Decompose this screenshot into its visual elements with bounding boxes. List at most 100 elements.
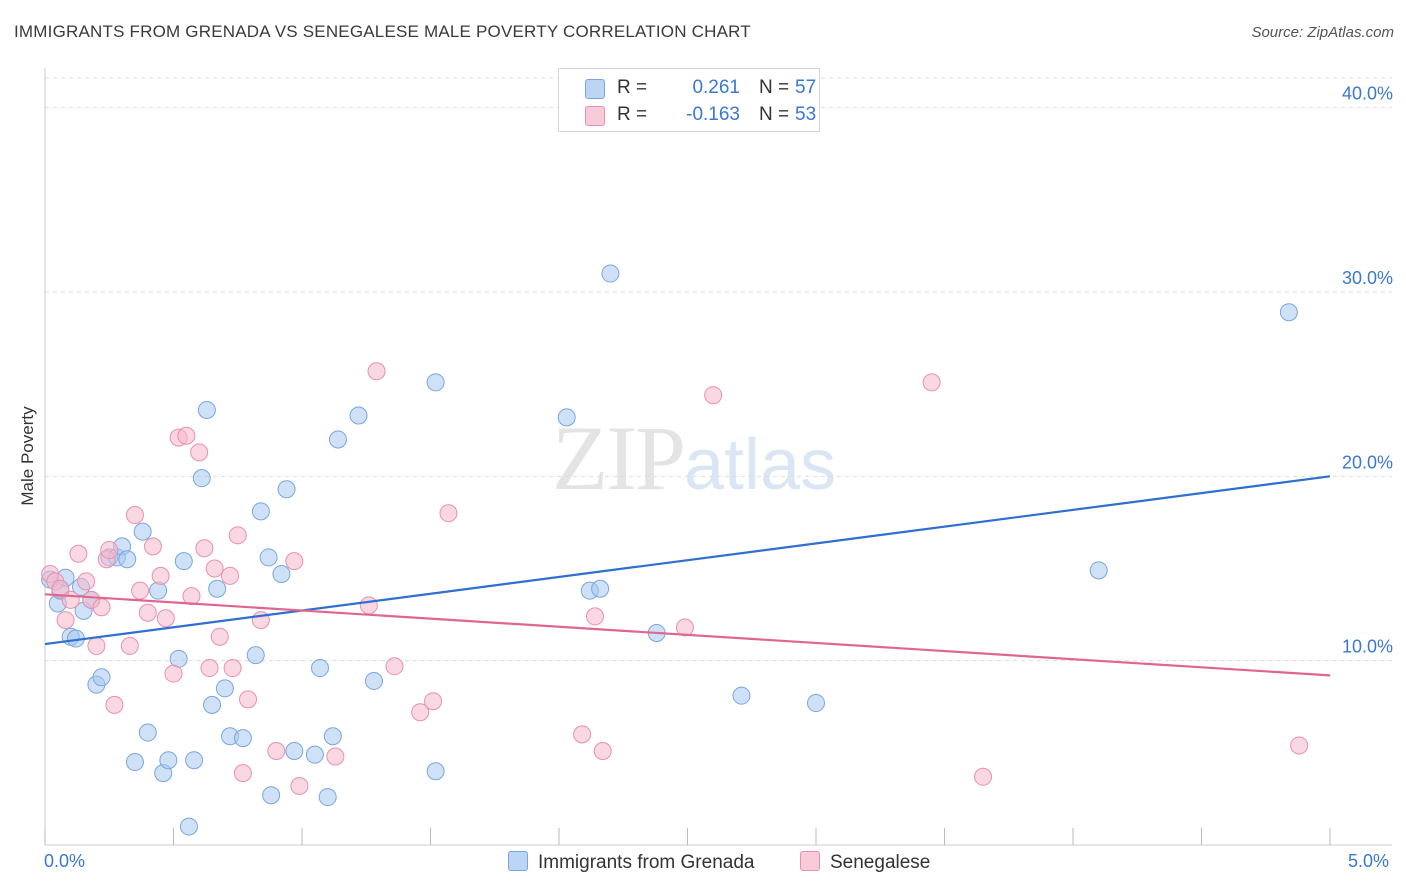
grenada-point — [197, 400, 216, 419]
grenada-point — [203, 695, 222, 714]
grenada-point — [159, 751, 178, 770]
senegalese-point — [138, 603, 157, 622]
senegalese-point — [326, 747, 345, 766]
senegalese-point — [164, 664, 183, 683]
senegalese-point — [87, 636, 106, 655]
grenada-point — [328, 430, 347, 449]
senegalese-point — [974, 767, 993, 786]
senegalese-point — [210, 627, 229, 646]
x-tick-label-min: 0.0% — [44, 851, 86, 871]
senegalese-point — [593, 741, 612, 760]
source-label: Source: ZipAtlas.com — [1251, 24, 1394, 41]
grenada-point — [174, 552, 193, 571]
correlation-legend: R = 0.261 N = 57 R = -0.163 N = 53 — [558, 68, 820, 132]
legend-item-senegalese: Senegalese — [800, 851, 930, 874]
senegalese-point — [359, 596, 378, 615]
grenada-legend-label: Immigrants from Grenada — [538, 852, 755, 873]
senegalese-point — [125, 506, 144, 525]
senegalese-point — [190, 443, 209, 462]
n-label: N = — [759, 77, 790, 98]
grenada-point — [118, 550, 137, 569]
senegalese-point — [223, 659, 242, 678]
grenada-point — [1089, 561, 1108, 580]
senegalese-point — [77, 572, 96, 591]
chart-title: IMMIGRANTS FROM GRENADA VS SENEGALESE MA… — [14, 22, 751, 41]
senegalese-point — [151, 566, 170, 585]
grenada-point — [259, 548, 278, 567]
senegalese-swatch — [585, 106, 605, 126]
r-value: 0.261 — [692, 77, 740, 98]
senegalese-point — [239, 690, 258, 709]
senegalese-point — [61, 590, 80, 609]
r-value: -0.163 — [686, 104, 740, 125]
r-label: R = — [617, 77, 648, 98]
senegalese-point — [221, 566, 240, 585]
grenada-point — [310, 659, 329, 678]
grenada-point — [192, 469, 211, 488]
senegalese-point — [56, 611, 75, 630]
grenada-point — [246, 646, 265, 665]
grenada-point — [208, 579, 227, 598]
senegalese-point — [267, 741, 286, 760]
senegalese-point — [285, 552, 304, 571]
grenada-point — [92, 668, 111, 687]
grenada-point — [807, 694, 825, 713]
senegalese-point — [367, 362, 386, 381]
senegalese-point — [385, 657, 404, 676]
senegalese-point — [105, 695, 124, 714]
grenada-point — [364, 671, 383, 690]
senegalese-trend-line — [44, 593, 1331, 677]
r-label: R = — [617, 104, 648, 125]
senegalese-point — [228, 526, 247, 545]
y-tick-label: 20.0% — [1342, 452, 1393, 472]
senegalese-point — [290, 777, 309, 796]
grenada-point — [349, 406, 368, 425]
senegalese-point — [411, 703, 430, 722]
senegalese-point — [233, 764, 252, 783]
senegalese-point — [143, 537, 162, 556]
grenada-legend-swatch — [508, 851, 528, 871]
n-value: 53 — [795, 104, 817, 125]
senegalese-point — [195, 539, 214, 558]
watermark-zip: ZIP — [552, 407, 686, 509]
y-tick-label: 40.0% — [1342, 84, 1393, 104]
grenada-point — [285, 741, 304, 760]
watermark-atlas: atlas — [684, 425, 837, 505]
senegalese-point — [704, 386, 723, 405]
senegalese-point — [675, 618, 694, 637]
senegalese-point — [69, 544, 88, 563]
grenada-swatch — [585, 79, 605, 99]
grenada-trend-line — [44, 475, 1331, 646]
senegalese-point — [439, 504, 458, 523]
senegalese-point — [922, 373, 941, 392]
grenada-point — [179, 817, 198, 836]
grenada-point — [426, 762, 445, 781]
grenada-point — [251, 502, 270, 521]
senegalese-point — [131, 581, 150, 600]
senegalese-point — [92, 598, 111, 617]
senegalese-legend-label: Senegalese — [830, 852, 931, 873]
senegalese-point — [573, 725, 592, 744]
grenada-point — [323, 727, 342, 746]
grenada-point — [318, 788, 337, 807]
grenada-point — [233, 729, 252, 748]
grenada-point — [557, 408, 576, 427]
senegalese-point — [424, 692, 443, 711]
y-tick-label: 30.0% — [1342, 268, 1393, 288]
grenada-point — [149, 581, 168, 600]
y-axis-label: Male Poverty — [18, 406, 37, 506]
legend-item-grenada: Immigrants from Grenada — [508, 851, 754, 874]
senegalese-legend-swatch — [800, 851, 820, 871]
senegalese-point — [1290, 736, 1309, 755]
y-tick-label: 10.0% — [1342, 637, 1393, 657]
grenada-point — [215, 679, 234, 698]
grenada-point — [732, 686, 751, 705]
senegalese-point — [100, 541, 119, 560]
senegalese-point — [156, 609, 175, 628]
grenada-point — [138, 723, 157, 742]
senegalese-point — [585, 607, 604, 626]
n-value: 57 — [795, 77, 817, 98]
senegalese-point — [177, 426, 196, 445]
senegalese-point — [120, 636, 139, 655]
senegalese-point — [51, 579, 70, 598]
